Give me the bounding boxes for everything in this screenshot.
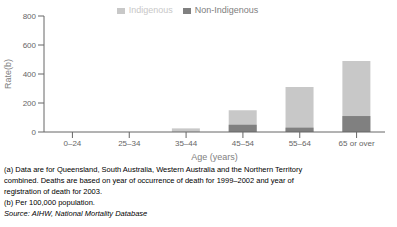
svg-text:35–44: 35–44 bbox=[175, 139, 198, 148]
svg-text:65 or over: 65 or over bbox=[339, 139, 375, 148]
svg-text:400: 400 bbox=[23, 70, 37, 79]
svg-text:0: 0 bbox=[32, 128, 37, 137]
svg-text:0–24: 0–24 bbox=[64, 139, 82, 148]
svg-text:Rate(b): Rate(b) bbox=[8, 59, 13, 89]
html-text:registration of death for 2003: registration of death for 2003. bbox=[4, 187, 102, 196]
html-text:Indigenous: Indigenous bbox=[128, 5, 173, 15]
html-text:Non-Ind­igenous: Non-Ind­igenous bbox=[194, 5, 259, 15]
svg-text:45–54: 45–54 bbox=[232, 139, 255, 148]
svg-text:600: 600 bbox=[23, 41, 37, 50]
html-text:Source: AIHW, National Mortali: Source: AIHW, National Mortality Databas… bbox=[4, 209, 148, 218]
svg-text:800: 800 bbox=[23, 12, 37, 21]
svg-text:200: 200 bbox=[23, 99, 37, 108]
html-text:(a) Data are for Queensland, S: (a) Data are for Queensland, South Austr… bbox=[4, 165, 303, 174]
svg-text:55–64: 55–64 bbox=[289, 139, 312, 148]
html-text:(b) Per 100,000 population.: (b) Per 100,000 population. bbox=[4, 198, 95, 207]
svg-text:Age (years): Age (years) bbox=[191, 152, 238, 162]
html-text:combined. Deaths are based on: combined. Deaths are based on year of oc… bbox=[4, 176, 294, 185]
svg-text:25–34: 25–34 bbox=[118, 139, 141, 148]
